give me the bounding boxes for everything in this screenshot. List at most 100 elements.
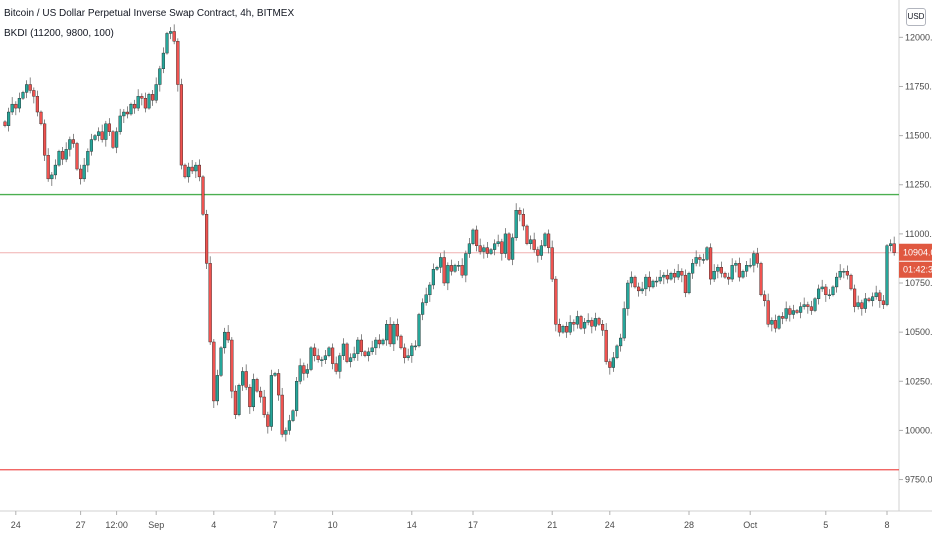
candle bbox=[478, 245, 482, 252]
candle bbox=[795, 310, 799, 313]
candle bbox=[734, 263, 738, 266]
candle bbox=[190, 166, 194, 172]
candle bbox=[309, 347, 313, 370]
candle bbox=[381, 339, 385, 345]
candle bbox=[86, 151, 90, 166]
countdown-label: 01:42:35 bbox=[903, 265, 932, 275]
candle bbox=[626, 282, 630, 309]
candle bbox=[10, 103, 14, 113]
candle bbox=[838, 271, 842, 278]
time-tick-label: 4 bbox=[211, 520, 216, 530]
candle bbox=[716, 267, 720, 272]
candle bbox=[374, 339, 378, 349]
candle bbox=[53, 164, 57, 176]
candle bbox=[21, 92, 25, 99]
candle bbox=[244, 371, 248, 388]
candle bbox=[799, 306, 803, 313]
candle bbox=[701, 259, 705, 261]
candle bbox=[727, 276, 731, 280]
candle bbox=[683, 274, 687, 294]
candle bbox=[25, 84, 29, 93]
candle bbox=[892, 243, 896, 253]
candle bbox=[532, 239, 536, 250]
candle bbox=[248, 386, 252, 408]
candle bbox=[856, 302, 860, 307]
candle bbox=[593, 318, 597, 327]
candle bbox=[748, 265, 752, 267]
candle bbox=[449, 265, 453, 272]
candle bbox=[107, 123, 111, 132]
candle bbox=[694, 257, 698, 264]
candle bbox=[417, 314, 421, 347]
candle bbox=[64, 149, 68, 160]
last-price-label-bg bbox=[899, 243, 932, 261]
candle bbox=[143, 98, 147, 109]
candle bbox=[341, 343, 345, 356]
candle bbox=[403, 347, 407, 358]
candle bbox=[140, 96, 144, 99]
candle bbox=[579, 316, 583, 329]
candle bbox=[827, 294, 831, 297]
candle bbox=[147, 94, 151, 109]
indicator-legend[interactable]: BKDI (11200, 9800, 100) bbox=[4, 28, 114, 39]
candle bbox=[349, 357, 353, 362]
candle bbox=[514, 210, 518, 239]
candle bbox=[842, 271, 846, 273]
candle bbox=[251, 379, 255, 408]
candle bbox=[655, 280, 659, 283]
candle bbox=[359, 339, 363, 353]
candle bbox=[611, 357, 615, 368]
price-tick-label: 11500.0 bbox=[905, 131, 932, 141]
time-tick-label: Sep bbox=[148, 520, 164, 530]
time-tick-label: 24 bbox=[605, 520, 615, 530]
candle bbox=[435, 267, 439, 270]
candle bbox=[464, 253, 468, 276]
candle bbox=[741, 271, 745, 278]
candle bbox=[219, 347, 223, 376]
candle bbox=[712, 271, 716, 280]
candle bbox=[61, 151, 65, 160]
candle bbox=[597, 318, 601, 325]
candle bbox=[395, 324, 399, 337]
candle bbox=[150, 94, 155, 101]
candle bbox=[215, 375, 219, 402]
candle bbox=[860, 302, 864, 309]
candle bbox=[35, 96, 39, 113]
candle bbox=[377, 339, 381, 345]
candle bbox=[467, 243, 471, 254]
candle bbox=[226, 331, 230, 341]
chart-header: Bitcoin / US Dollar Perpetual Inverse Sw… bbox=[4, 4, 294, 44]
candle bbox=[111, 131, 115, 148]
candle bbox=[781, 316, 785, 319]
candle bbox=[273, 373, 277, 376]
candle bbox=[327, 347, 331, 356]
countdown-label-bg bbox=[899, 261, 932, 278]
candle bbox=[71, 139, 75, 144]
candle bbox=[6, 111, 11, 126]
price-tick-label: 10250.0 bbox=[905, 376, 932, 386]
candle bbox=[201, 176, 205, 215]
candle bbox=[262, 396, 266, 415]
candle bbox=[363, 351, 367, 356]
candle bbox=[586, 320, 590, 323]
candle bbox=[305, 369, 309, 374]
time-tick-label: 24 bbox=[11, 520, 21, 530]
candle bbox=[237, 385, 241, 415]
candle bbox=[75, 143, 79, 170]
candle bbox=[557, 324, 561, 333]
candle bbox=[878, 292, 882, 301]
candle bbox=[561, 326, 565, 333]
candle bbox=[575, 316, 579, 325]
candle bbox=[352, 353, 356, 358]
candle bbox=[759, 263, 763, 296]
currency-button[interactable]: USD bbox=[906, 8, 926, 26]
candle bbox=[212, 341, 216, 402]
candle bbox=[863, 298, 867, 309]
time-tick-label: 7 bbox=[272, 520, 277, 530]
candle bbox=[313, 347, 317, 356]
candle bbox=[471, 229, 475, 244]
candle bbox=[539, 245, 543, 256]
candle bbox=[622, 308, 626, 339]
candle bbox=[316, 355, 320, 360]
